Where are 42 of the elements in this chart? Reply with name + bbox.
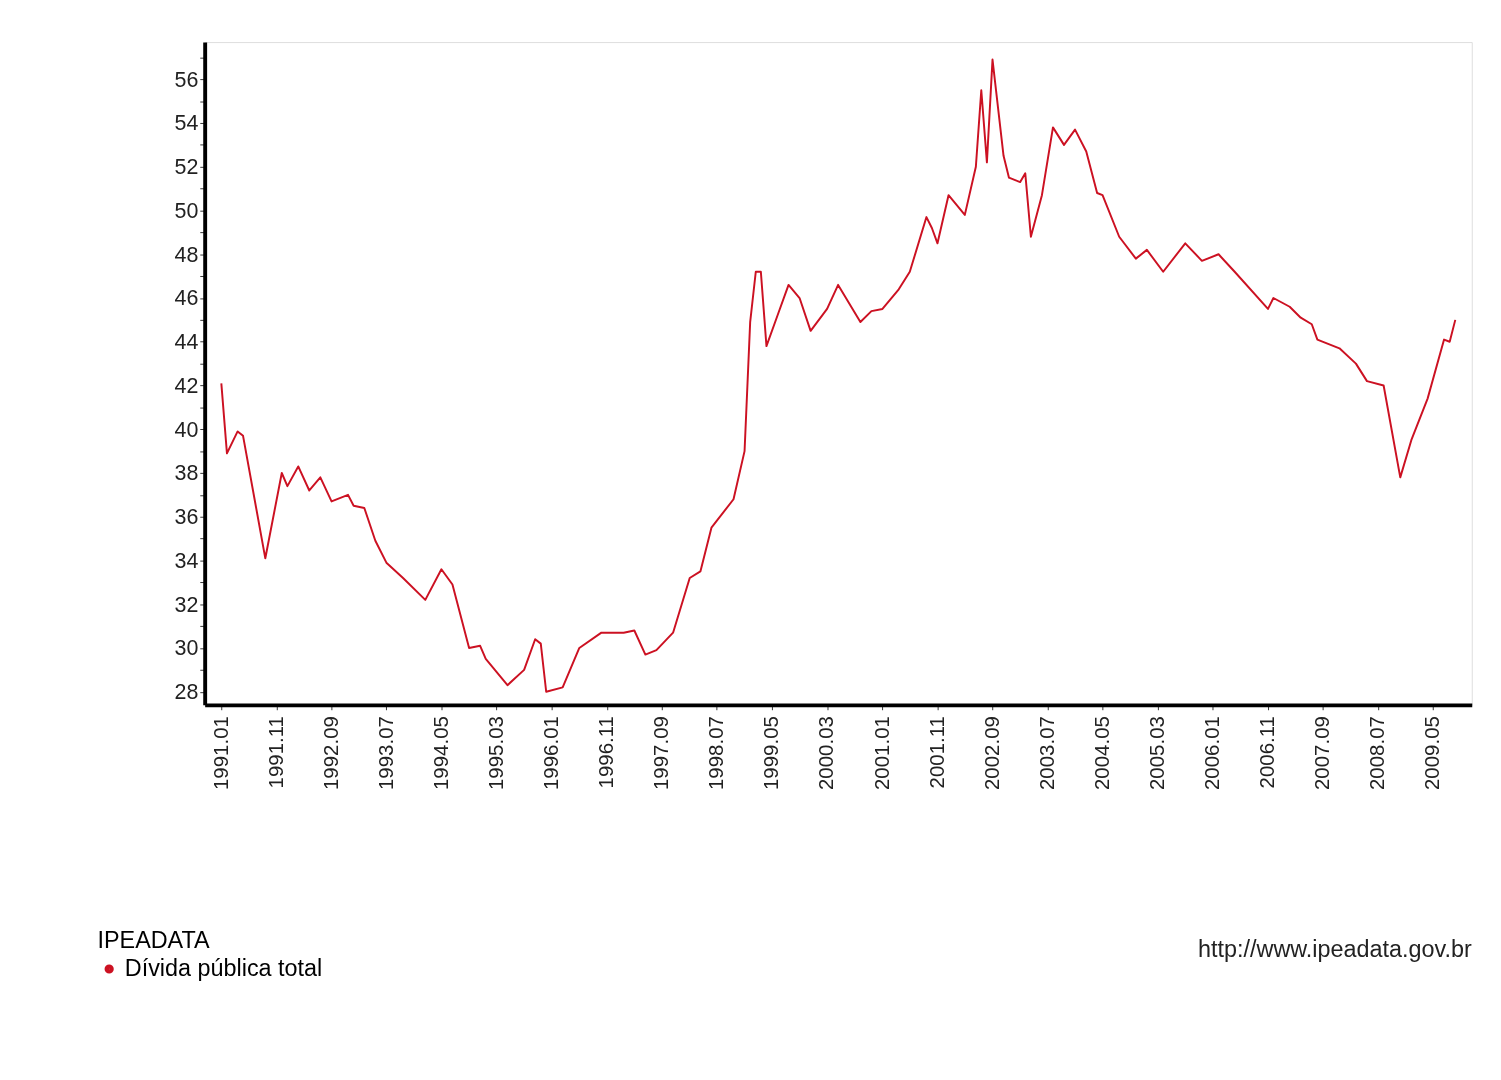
x-tick-label: 2004.05 (1089, 716, 1113, 791)
x-tick-label: 2009.05 (1420, 716, 1444, 791)
y-tick-label: 44 (174, 330, 199, 355)
line-series (220, 58, 1457, 693)
x-tick-label: 2005.03 (1144, 716, 1168, 791)
x-tick-label: 1992.09 (318, 716, 342, 791)
y-tick-label: 50 (174, 198, 199, 223)
x-tick-label: 2003.07 (1034, 716, 1058, 791)
y-tick-label: 36 (174, 505, 199, 530)
x-tick-label: 1999.05 (759, 716, 783, 791)
x-tick-label: 1991.01 (208, 716, 232, 791)
legend-label: Dívida pública total (124, 954, 323, 981)
x-tick-label: 1996.01 (539, 716, 563, 791)
x-tick-label: 2001.01 (869, 716, 893, 791)
x-tick-label: 2002.09 (979, 716, 1003, 791)
x-tick-label: 1993.07 (373, 716, 397, 791)
y-tick-label: 40 (174, 417, 199, 442)
x-tick-label: 1995.03 (483, 716, 507, 791)
y-tick-label: 30 (174, 636, 199, 661)
x-tick-label: 1998.07 (704, 716, 728, 791)
x-tick-label: 1996.11 (594, 716, 618, 789)
x-tick-label: 2008.07 (1365, 716, 1389, 791)
y-tick-label: 56 (174, 67, 199, 92)
y-tick-label: 54 (174, 111, 199, 136)
y-tick-label: 52 (174, 155, 199, 180)
y-tick-label: 28 (174, 680, 199, 705)
x-tick-label: 2001.11 (924, 716, 948, 789)
y-tick-label: 34 (174, 548, 199, 573)
y-tick-label: 32 (174, 592, 199, 617)
x-tick-label: 2006.01 (1200, 716, 1224, 791)
x-tick-label: 2006.11 (1255, 716, 1279, 789)
x-tick-label: 2007.09 (1310, 716, 1334, 791)
y-tick-label: 48 (174, 242, 199, 267)
y-tick-label: 46 (174, 286, 199, 311)
x-tick-label: 1991.11 (263, 716, 287, 789)
text: http://www.ipeadata.gov.br (1198, 936, 1472, 963)
y-tick-label: 42 (174, 373, 199, 398)
y-tick-label: 38 (174, 461, 199, 486)
legend-title: IPEADATA (97, 926, 211, 953)
x-tick-label: 1997.09 (649, 716, 673, 791)
x-tick-label: 2000.03 (814, 716, 838, 791)
x-tick-label: 1994.05 (428, 716, 452, 791)
